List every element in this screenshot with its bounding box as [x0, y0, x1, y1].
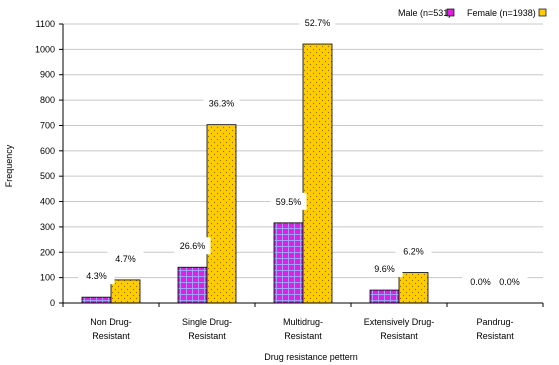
x-category-label: Resistant — [92, 331, 130, 341]
x-category-label: Pandrug- — [476, 317, 513, 327]
bar-male — [273, 222, 304, 304]
bars — [81, 43, 429, 304]
x-category-label: Non Drug- — [90, 317, 132, 327]
bar-male — [81, 296, 112, 304]
data-label-box — [270, 192, 307, 210]
y-tick-label: 600 — [40, 146, 55, 156]
legend-label: Female (n=1938) — [467, 8, 536, 18]
x-category-label: Single Drug- — [182, 317, 232, 327]
data-label-box — [366, 260, 403, 278]
data-label: 4.3% — [86, 271, 107, 281]
y-tick-label: 300 — [40, 222, 55, 232]
y-tick-label: 100 — [40, 273, 55, 283]
x-category-label: Resistant — [380, 331, 418, 341]
axes — [62, 24, 544, 307]
data-label: 0.0% — [499, 277, 520, 287]
y-tick-label: 1000 — [35, 44, 55, 54]
x-category-label: Resistant — [188, 331, 226, 341]
data-label: 36.3% — [209, 99, 235, 109]
bar-female — [110, 279, 141, 304]
legend-swatch — [446, 8, 455, 17]
bar-female — [398, 272, 429, 304]
data-label: 6.2% — [403, 247, 424, 257]
data-label: 26.6% — [180, 241, 206, 251]
bar-male — [369, 289, 400, 304]
bar-male — [177, 266, 208, 304]
data-label-box — [395, 242, 432, 260]
legend-label: Male (n=531) — [398, 8, 451, 18]
data-label-box — [174, 237, 211, 255]
bar-female — [302, 43, 333, 304]
x-category-label: Extensively Drug- — [364, 317, 435, 327]
x-category-label: Resistant — [476, 331, 514, 341]
y-tick-label: 800 — [40, 95, 55, 105]
y-tick-label: 700 — [40, 120, 55, 130]
data-label-box — [107, 249, 144, 267]
legend-swatch — [538, 8, 547, 17]
data-label: 9.6% — [374, 264, 395, 274]
data-label: 0.0% — [470, 277, 491, 287]
y-tick-labels: 0 100 200 300 400 500 600 700 800 900 1000 1100 — [35, 19, 55, 308]
bar-female — [206, 124, 237, 304]
data-label-box — [78, 267, 115, 285]
data-label-box — [462, 273, 499, 290]
y-tick-label: 500 — [40, 171, 55, 181]
data-label-box — [491, 273, 528, 290]
data-label: 59.5% — [276, 197, 302, 207]
y-tick-label: 0 — [50, 298, 55, 308]
x-tick-labels: Non Drug- Resistant Single Drug- Resistant M… — [90, 317, 514, 341]
legend: Male (n=531) Female (n=1938) — [398, 8, 547, 18]
y-tick-label: 400 — [40, 197, 55, 207]
y-tick-label: 1100 — [36, 19, 55, 29]
data-label-box — [299, 14, 336, 32]
data-labels: 4.3% 4.7% 26.6% 36.3% 59.5% 52.7% 9.6% 6.2% 0.0%… — [78, 14, 528, 290]
y-tick-label: 900 — [40, 70, 55, 80]
x-category-label: Resistant — [284, 331, 322, 341]
data-label-box — [203, 94, 240, 112]
y-tick-label: 200 — [40, 247, 55, 257]
data-label: 4.7% — [115, 254, 136, 264]
data-label: 52.7% — [305, 18, 331, 28]
x-category-label: Multidrug- — [283, 317, 323, 327]
y-axis-label: Frequency — [4, 144, 14, 187]
x-axis-label: Drug resistance pettern — [264, 352, 358, 362]
